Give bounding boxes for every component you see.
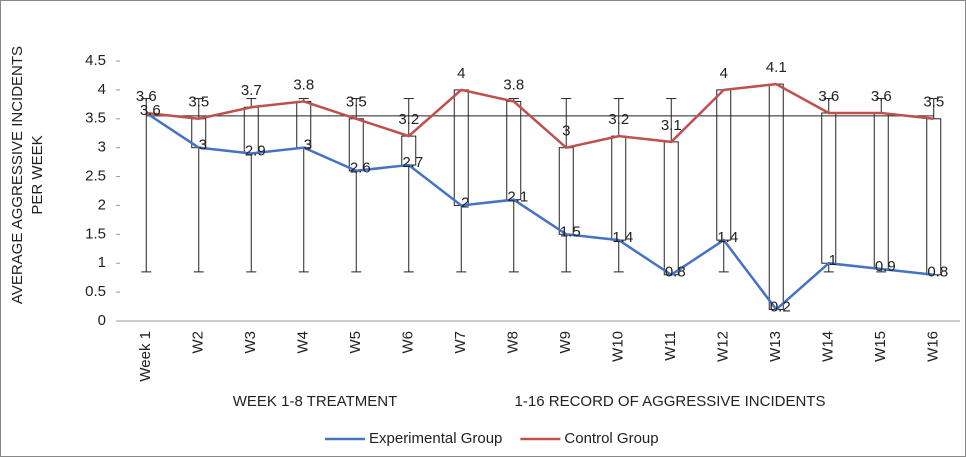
data-label: 0.8 — [665, 264, 686, 281]
x-axis-label: WEEK 1-8 TREATMENT — [233, 393, 397, 410]
legend-label: Experimental Group — [369, 430, 502, 447]
x-tick-label: W13 — [767, 331, 784, 362]
data-label: 2.1 — [507, 189, 528, 206]
y-tick-label: 4.5 — [85, 52, 106, 69]
x-tick-label: W9 — [557, 331, 574, 354]
series-line — [146, 82, 934, 150]
up-down-bar — [716, 89, 732, 241]
data-label: 1.5 — [560, 223, 581, 240]
x-tick-label: W11 — [662, 331, 679, 361]
x-tick-label: W7 — [452, 331, 469, 354]
data-label: 3.6 — [871, 88, 892, 105]
x-axis-label: 1-16 RECORD OF AGGRESSIVE INCIDENTS — [515, 393, 826, 410]
data-label: 0.8 — [927, 264, 948, 281]
up-down-bar — [663, 141, 679, 276]
x-tick-label: W8 — [505, 331, 522, 354]
x-tick-label: W2 — [190, 331, 207, 354]
data-label: 1.4 — [717, 229, 738, 246]
up-down-bar — [453, 89, 469, 206]
x-tick-label: W16 — [925, 331, 942, 362]
data-label: 3.6 — [818, 88, 839, 105]
x-tick-label: W6 — [400, 331, 417, 354]
data-label: 4 — [457, 65, 465, 82]
x-tick-label: W3 — [242, 331, 259, 354]
data-label: 1 — [829, 252, 837, 269]
y-tick-label: 2.5 — [85, 168, 106, 185]
data-label: 3.6 — [140, 102, 161, 119]
y-tick-label: 0.5 — [85, 283, 106, 300]
series-line — [145, 111, 934, 312]
data-label: 3.2 — [608, 111, 629, 128]
data-label: 3.2 — [398, 111, 419, 128]
y-axis-label: AVERAGE AGGRESSIVE INCIDENTS — [9, 46, 26, 304]
y-axis-label: PER WEEK — [29, 135, 46, 214]
x-tick-label: W14 — [820, 331, 837, 362]
data-label: 3.8 — [503, 76, 524, 93]
up-down-bar — [873, 112, 889, 270]
up-down-bar — [821, 112, 837, 264]
data-label: 1.4 — [612, 229, 633, 246]
data-label: 2 — [461, 194, 469, 211]
data-label: 3.1 — [661, 117, 682, 134]
data-label: 3.5 — [188, 94, 209, 111]
data-label: 2.7 — [402, 154, 423, 171]
data-label: 3 — [304, 137, 312, 154]
x-tick-label: W15 — [872, 331, 889, 362]
up-down-bar — [926, 118, 942, 276]
data-label: 4 — [720, 65, 728, 82]
x-tick-label: W12 — [715, 331, 732, 362]
data-label: 2.6 — [350, 160, 371, 177]
x-tick-label: W4 — [295, 331, 312, 354]
data-label: 4.1 — [766, 59, 787, 76]
data-label: 3.7 — [241, 82, 262, 99]
up-down-bar — [768, 83, 784, 310]
y-tick-label: 2 — [98, 196, 106, 213]
x-tick-label: Week 1 — [137, 331, 154, 382]
y-tick-label: 1 — [98, 254, 106, 271]
data-label: 0.2 — [770, 298, 791, 315]
y-tick-label: 1.5 — [85, 225, 106, 242]
data-label: 3.5 — [346, 94, 367, 111]
data-label: 3.5 — [923, 94, 944, 111]
data-label: 3.8 — [293, 76, 314, 93]
y-tick-label: 3.5 — [85, 110, 106, 127]
up-down-bar — [611, 135, 627, 241]
x-tick-label: W5 — [347, 331, 364, 354]
up-down-bar — [558, 147, 574, 235]
data-label: 3 — [199, 137, 207, 154]
y-tick-label: 3 — [98, 139, 106, 156]
data-label: 3.6 — [136, 88, 157, 105]
legend-label: Control Group — [564, 430, 658, 447]
data-label: 3 — [562, 123, 570, 140]
data-label: 2.9 — [245, 142, 266, 159]
data-label: 0.9 — [875, 258, 896, 275]
x-tick-label: W10 — [610, 331, 627, 362]
y-tick-label: 4 — [98, 81, 106, 98]
y-tick-label: 0 — [98, 312, 106, 329]
